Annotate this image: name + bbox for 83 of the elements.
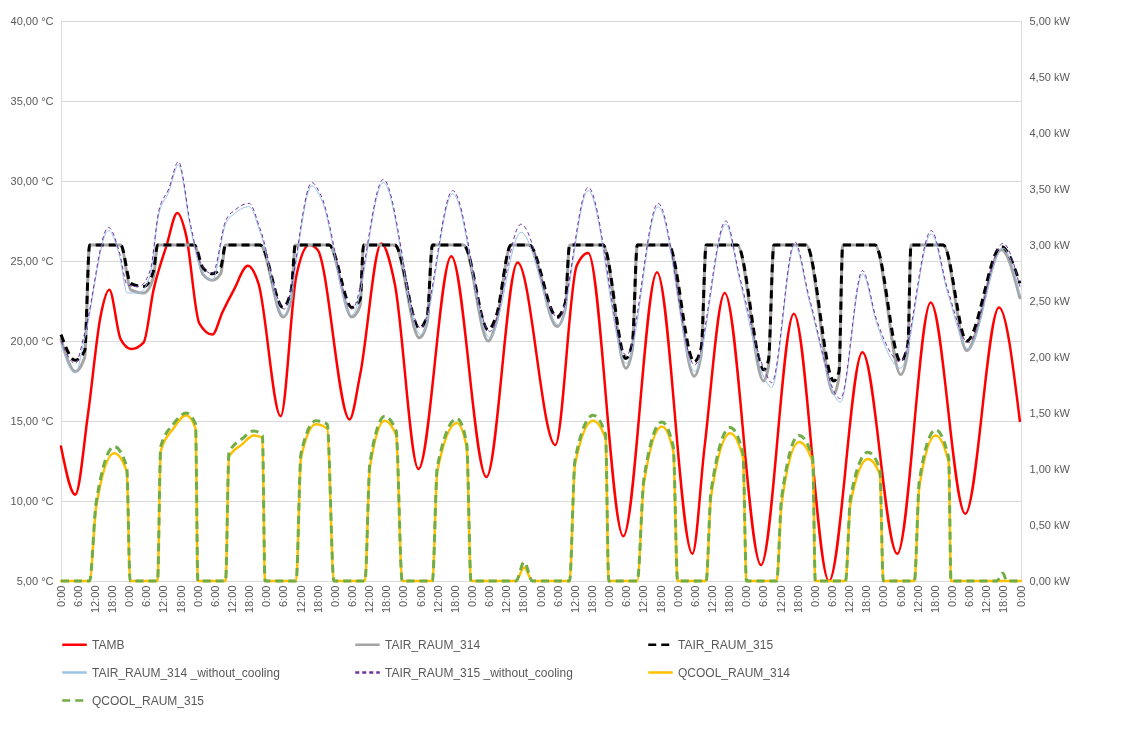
x-tick-label: 0:00 bbox=[465, 585, 478, 607]
x-tick-label: 12:00 bbox=[637, 585, 650, 614]
y-tick-label: 25,00 °C bbox=[10, 254, 54, 267]
y-tick-label: 40,00 °C bbox=[10, 14, 54, 27]
x-tick-label: 0:00 bbox=[534, 585, 547, 607]
y-tick-label: 20,00 °C bbox=[10, 334, 54, 347]
y2-tick-label: 2,00 kW bbox=[1029, 350, 1071, 363]
x-tick-label: 18:00 bbox=[928, 585, 941, 614]
y-tick-label: 5,00 °C bbox=[16, 574, 54, 587]
x-tick-label: 0:00 bbox=[603, 585, 616, 607]
y-tick-label: 35,00 °C bbox=[10, 94, 54, 107]
y2-tick-label: 0,50 kW bbox=[1029, 518, 1071, 531]
x-tick-label: 6:00 bbox=[483, 585, 496, 607]
y2-tick-label: 1,00 kW bbox=[1029, 462, 1071, 475]
x-tick-label: 6:00 bbox=[620, 585, 633, 607]
x-tick-label: 0:00 bbox=[945, 585, 958, 607]
x-tick-label: 12:00 bbox=[363, 585, 376, 614]
y-tick-label: 15,00 °C bbox=[10, 414, 54, 427]
x-tick-label: 0:00 bbox=[740, 585, 753, 607]
y2-tick-label: 3,50 kW bbox=[1029, 182, 1071, 195]
x-tick-label: 12:00 bbox=[705, 585, 718, 614]
x-tick-label: 12:00 bbox=[843, 585, 856, 614]
x-tick-label: 0:00 bbox=[671, 585, 684, 607]
legend-label: QCOOL_RAUM_315 bbox=[92, 693, 205, 708]
x-tick-label: 12:00 bbox=[568, 585, 581, 614]
x-tick-label: 6:00 bbox=[71, 585, 84, 607]
x-tick-label: 0:00 bbox=[397, 585, 410, 607]
x-tick-label: 6:00 bbox=[825, 585, 838, 607]
x-tick-label: 0:00 bbox=[1014, 585, 1027, 607]
x-tick-label: 18:00 bbox=[105, 585, 118, 614]
y2-tick-label: 4,50 kW bbox=[1029, 70, 1071, 83]
x-tick-label: 6:00 bbox=[208, 585, 221, 607]
x-tick-label: 6:00 bbox=[688, 585, 701, 607]
x-tick-label: 18:00 bbox=[311, 585, 324, 614]
x-tick-label: 12:00 bbox=[88, 585, 101, 614]
legend-label: TAIR_RAUM_315 _without_cooling bbox=[385, 665, 573, 680]
x-tick-label: 18:00 bbox=[723, 585, 736, 614]
x-tick-label: 18:00 bbox=[654, 585, 667, 614]
y-tick-label: 30,00 °C bbox=[10, 174, 54, 187]
x-tick-label: 0:00 bbox=[191, 585, 204, 607]
x-tick-label: 12:00 bbox=[225, 585, 238, 614]
x-tick-label: 18:00 bbox=[174, 585, 187, 614]
y2-tick-label: 5,00 kW bbox=[1029, 14, 1071, 27]
legend-label: QCOOL_RAUM_314 bbox=[678, 665, 791, 680]
x-tick-label: 12:00 bbox=[157, 585, 170, 614]
x-tick-label: 12:00 bbox=[431, 585, 444, 614]
x-tick-label: 18:00 bbox=[791, 585, 804, 614]
x-tick-label: 6:00 bbox=[757, 585, 770, 607]
legend-label: TAIR_RAUM_315 bbox=[678, 637, 774, 652]
y2-tick-label: 3,00 kW bbox=[1029, 238, 1071, 251]
x-tick-label: 18:00 bbox=[448, 585, 461, 614]
x-tick-label: 18:00 bbox=[585, 585, 598, 614]
x-tick-label: 0:00 bbox=[328, 585, 341, 607]
x-tick-label: 12:00 bbox=[980, 585, 993, 614]
x-tick-label: 0:00 bbox=[54, 585, 67, 607]
y2-tick-label: 1,50 kW bbox=[1029, 406, 1071, 419]
x-tick-label: 0:00 bbox=[808, 585, 821, 607]
x-tick-label: 12:00 bbox=[911, 585, 924, 614]
x-tick-label: 12:00 bbox=[294, 585, 307, 614]
x-tick-label: 12:00 bbox=[774, 585, 787, 614]
legend-label: TAIR_RAUM_314 bbox=[385, 637, 481, 652]
y2-tick-label: 4,00 kW bbox=[1029, 126, 1071, 139]
legend-label: TAIR_RAUM_314 _without_cooling bbox=[92, 665, 280, 680]
x-tick-label: 6:00 bbox=[414, 585, 427, 607]
x-tick-label: 18:00 bbox=[517, 585, 530, 614]
y2-tick-label: 0,00 kW bbox=[1029, 574, 1071, 587]
legend-label: TAMB bbox=[92, 637, 125, 652]
x-tick-label: 6:00 bbox=[894, 585, 907, 607]
x-tick-label: 18:00 bbox=[860, 585, 873, 614]
x-tick-label: 12:00 bbox=[500, 585, 513, 614]
x-tick-label: 0:00 bbox=[123, 585, 136, 607]
x-tick-label: 18:00 bbox=[997, 585, 1010, 614]
y2-tick-label: 2,50 kW bbox=[1029, 294, 1071, 307]
x-tick-label: 6:00 bbox=[277, 585, 290, 607]
x-tick-label: 6:00 bbox=[140, 585, 153, 607]
y-tick-label: 10,00 °C bbox=[10, 494, 54, 507]
x-tick-label: 6:00 bbox=[345, 585, 358, 607]
x-tick-label: 0:00 bbox=[260, 585, 273, 607]
x-tick-label: 18:00 bbox=[243, 585, 256, 614]
x-tick-label: 0:00 bbox=[877, 585, 890, 607]
x-tick-label: 6:00 bbox=[551, 585, 564, 607]
x-tick-label: 6:00 bbox=[963, 585, 976, 607]
x-tick-label: 18:00 bbox=[380, 585, 393, 614]
